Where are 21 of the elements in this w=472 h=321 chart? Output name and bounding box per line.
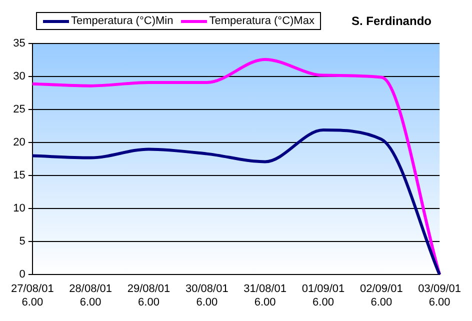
x-tick-label: 28/08/01 6.00: [69, 283, 112, 308]
x-tick-label: 31/08/01 6.00: [244, 283, 286, 308]
x-tick-label: 30/08/01 6.00: [186, 283, 228, 308]
y-tick-label: 5: [19, 236, 26, 248]
x-tick-label: 03/09/01 6.00: [418, 283, 462, 308]
x-tick-label: 29/08/01 6.00: [127, 283, 170, 308]
x-tick-label: 27/08/01 6.00: [10, 283, 54, 308]
y-tick-label: 10: [13, 202, 26, 215]
y-tick-label: 20: [13, 136, 26, 149]
y-tick-label: 25: [13, 104, 26, 116]
x-tick-label: 01/09/01 6.00: [302, 283, 345, 308]
line-series: [30, 128, 442, 275]
line-series: [30, 58, 442, 275]
legend-label: Temperatura (°C)Max: [209, 15, 314, 27]
y-tick-label: 15: [13, 170, 26, 182]
legend-label: Temperatura (°C)Min: [71, 15, 174, 27]
x-tick-label: 02/09/01 6.00: [360, 283, 403, 308]
chart-title: S. Ferdinando: [351, 14, 432, 28]
y-tick-label: 35: [13, 38, 26, 50]
y-tick-label: 30: [13, 70, 26, 83]
y-tick-label: 0: [19, 268, 26, 281]
